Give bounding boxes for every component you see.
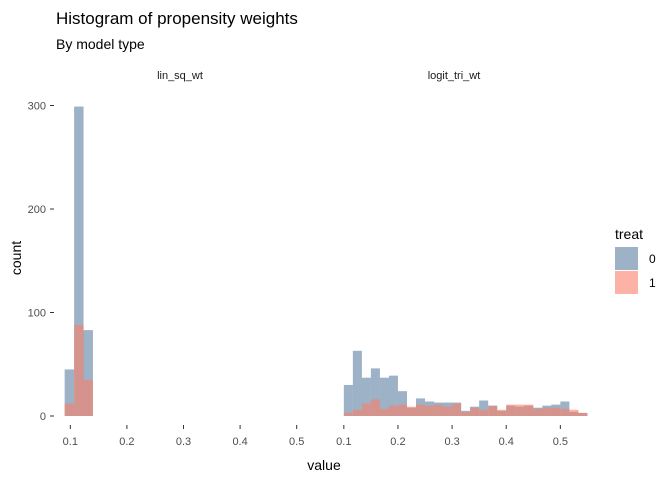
- strip-label-lin-sq-wt: lin_sq_wt: [157, 70, 203, 82]
- bar-treat-0: [361, 377, 371, 416]
- legend-label-1: 1: [649, 276, 656, 290]
- legend-title: treat: [615, 226, 643, 242]
- bar-treat-1: [560, 408, 570, 416]
- bar-treat-1: [434, 404, 444, 416]
- x-axis-title: value: [307, 457, 341, 473]
- bar-treat-0: [479, 400, 489, 416]
- x-tick-label: 0.5: [553, 436, 568, 448]
- bar-treat-1: [352, 409, 362, 416]
- bar-treat-0: [370, 368, 380, 416]
- x-tick-label: 0.3: [444, 436, 459, 448]
- bar-treat-0: [352, 350, 362, 416]
- bar-treat-0: [388, 375, 398, 416]
- x-axis-logit-tri-wt: 0.1 0.2 0.3 0.4 0.5: [336, 425, 568, 448]
- legend: treat 0 1: [615, 226, 656, 294]
- bar-treat-0: [83, 330, 93, 416]
- bar-treat-1: [443, 406, 453, 416]
- x-tick-label: 0.5: [289, 436, 304, 448]
- bar-treat-1: [452, 403, 462, 416]
- bar-treat-1: [397, 404, 407, 416]
- bar-treat-0: [397, 391, 407, 416]
- y-tick-label: 100: [28, 308, 46, 320]
- y-tick-label: 200: [28, 204, 46, 216]
- bar-treat-1: [488, 405, 498, 416]
- bar-treat-1: [407, 406, 417, 416]
- bar-treat-1: [569, 409, 579, 416]
- bar-treat-1: [415, 404, 426, 416]
- bar-treat-1: [470, 407, 480, 416]
- bar-treat-0: [64, 369, 75, 416]
- x-tick-label: 0.3: [176, 436, 191, 448]
- y-tick-label: 0: [40, 411, 46, 423]
- y-axis: 0 100 200 300: [28, 101, 54, 423]
- x-tick-label: 0.2: [119, 436, 134, 448]
- x-tick-label: 0.2: [390, 436, 405, 448]
- x-axis-lin-sq-wt: 0.1 0.2 0.3 0.4 0.5: [63, 425, 304, 448]
- bar-treat-0: [343, 384, 353, 416]
- bar-treat-1: [497, 409, 507, 416]
- bar-treat-1: [370, 399, 380, 416]
- y-axis-title: count: [8, 241, 24, 275]
- bar-treat-0: [379, 377, 389, 416]
- bar-treat-1: [83, 379, 93, 416]
- bar-treat-1: [361, 403, 371, 416]
- chart-title: Histogram of propensity weights: [56, 9, 298, 28]
- bar-treat-1: [379, 408, 389, 416]
- bar-treat-1: [515, 404, 525, 416]
- x-tick-label: 0.4: [232, 436, 247, 448]
- panel-lin-sq-wt: lin_sq_wt 0.1 0.2 0.3 0.4 0.5: [63, 70, 305, 448]
- legend-label-0: 0: [649, 252, 656, 266]
- bar-treat-1: [542, 407, 552, 416]
- bar-treat-1: [343, 412, 353, 416]
- legend-key-1: [615, 271, 638, 294]
- bar-treat-1: [74, 324, 84, 416]
- bar-treat-1: [578, 412, 588, 416]
- bar-treat-1: [533, 408, 543, 416]
- bar-treat-0: [560, 401, 570, 416]
- bar-treat-1: [506, 404, 516, 416]
- x-tick-label: 0.4: [499, 436, 514, 448]
- bars-logit-tri-wt: [343, 350, 588, 416]
- chart-subtitle: By model type: [56, 36, 145, 52]
- y-tick-label: 300: [28, 101, 46, 113]
- bar-treat-1: [388, 405, 398, 416]
- x-tick-label: 0.1: [336, 436, 351, 448]
- legend-key-0: [615, 247, 638, 270]
- x-tick-label: 0.1: [63, 436, 78, 448]
- panel-logit-tri-wt: logit_tri_wt 0.1 0.2 0.3 0.4 0.5: [336, 70, 588, 448]
- bar-treat-1: [479, 409, 489, 416]
- bar-treat-0: [74, 106, 84, 416]
- bars-lin-sq-wt: [64, 106, 93, 416]
- bar-treat-1: [425, 405, 435, 416]
- bar-treat-1: [551, 407, 561, 416]
- strip-label-logit-tri-wt: logit_tri_wt: [428, 70, 481, 82]
- bar-treat-1: [461, 411, 471, 416]
- bar-treat-1: [524, 404, 534, 416]
- bar-treat-1: [64, 403, 75, 416]
